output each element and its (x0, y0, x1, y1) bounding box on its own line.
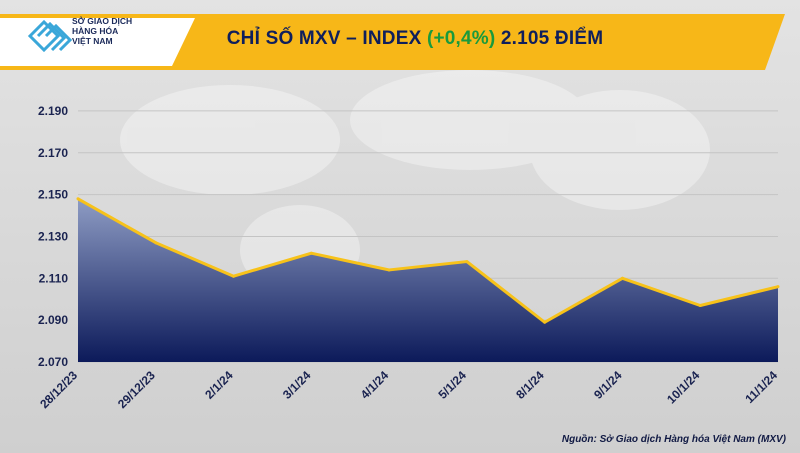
data-point (776, 285, 780, 289)
data-point (76, 197, 80, 201)
background-map-decoration (120, 70, 710, 295)
y-tick-label: 2.110 (39, 271, 69, 285)
y-tick-label: 2.170 (38, 146, 68, 160)
y-tick-label: 2.190 (38, 104, 68, 118)
y-tick-label: 2.130 (38, 229, 68, 243)
data-point (387, 268, 391, 272)
header-white-bar (0, 18, 195, 66)
y-tick-label: 2.150 (38, 188, 68, 202)
logo-text: SỞ GIAO DỊCH HÀNG HÓA VIỆT NAM (72, 16, 133, 46)
data-point (465, 260, 469, 264)
data-point (309, 251, 313, 255)
logo-icon (27, 19, 73, 53)
series-line (77, 197, 779, 324)
data-point (232, 274, 236, 278)
title-main: CHỈ SỐ MXV – INDEX (226, 28, 427, 49)
title-change: (+0,4%) (426, 28, 496, 49)
y-tick-label: 2.090 (38, 313, 68, 327)
series-area (76, 197, 780, 362)
title-value: 2.105 ĐIỂM (495, 28, 604, 49)
chart-title: CHỈ SỐ MXV – INDEX (+0,4%) 2.105 ĐIỂM (200, 28, 630, 50)
header-accent-bar (0, 14, 785, 70)
series-area-fill (78, 198, 778, 362)
data-point (543, 320, 547, 324)
data-point (154, 241, 158, 245)
source-note: Nguồn: Sở Giao dịch Hàng hóa Việt Nam (M… (561, 434, 786, 445)
data-point (698, 304, 702, 308)
y-axis-ticks: 2.070 2.090 2.110 2.130 2.150 2.170 2.190 (38, 104, 68, 369)
data-point (620, 276, 624, 280)
y-tick-label: 2.070 (38, 355, 68, 369)
